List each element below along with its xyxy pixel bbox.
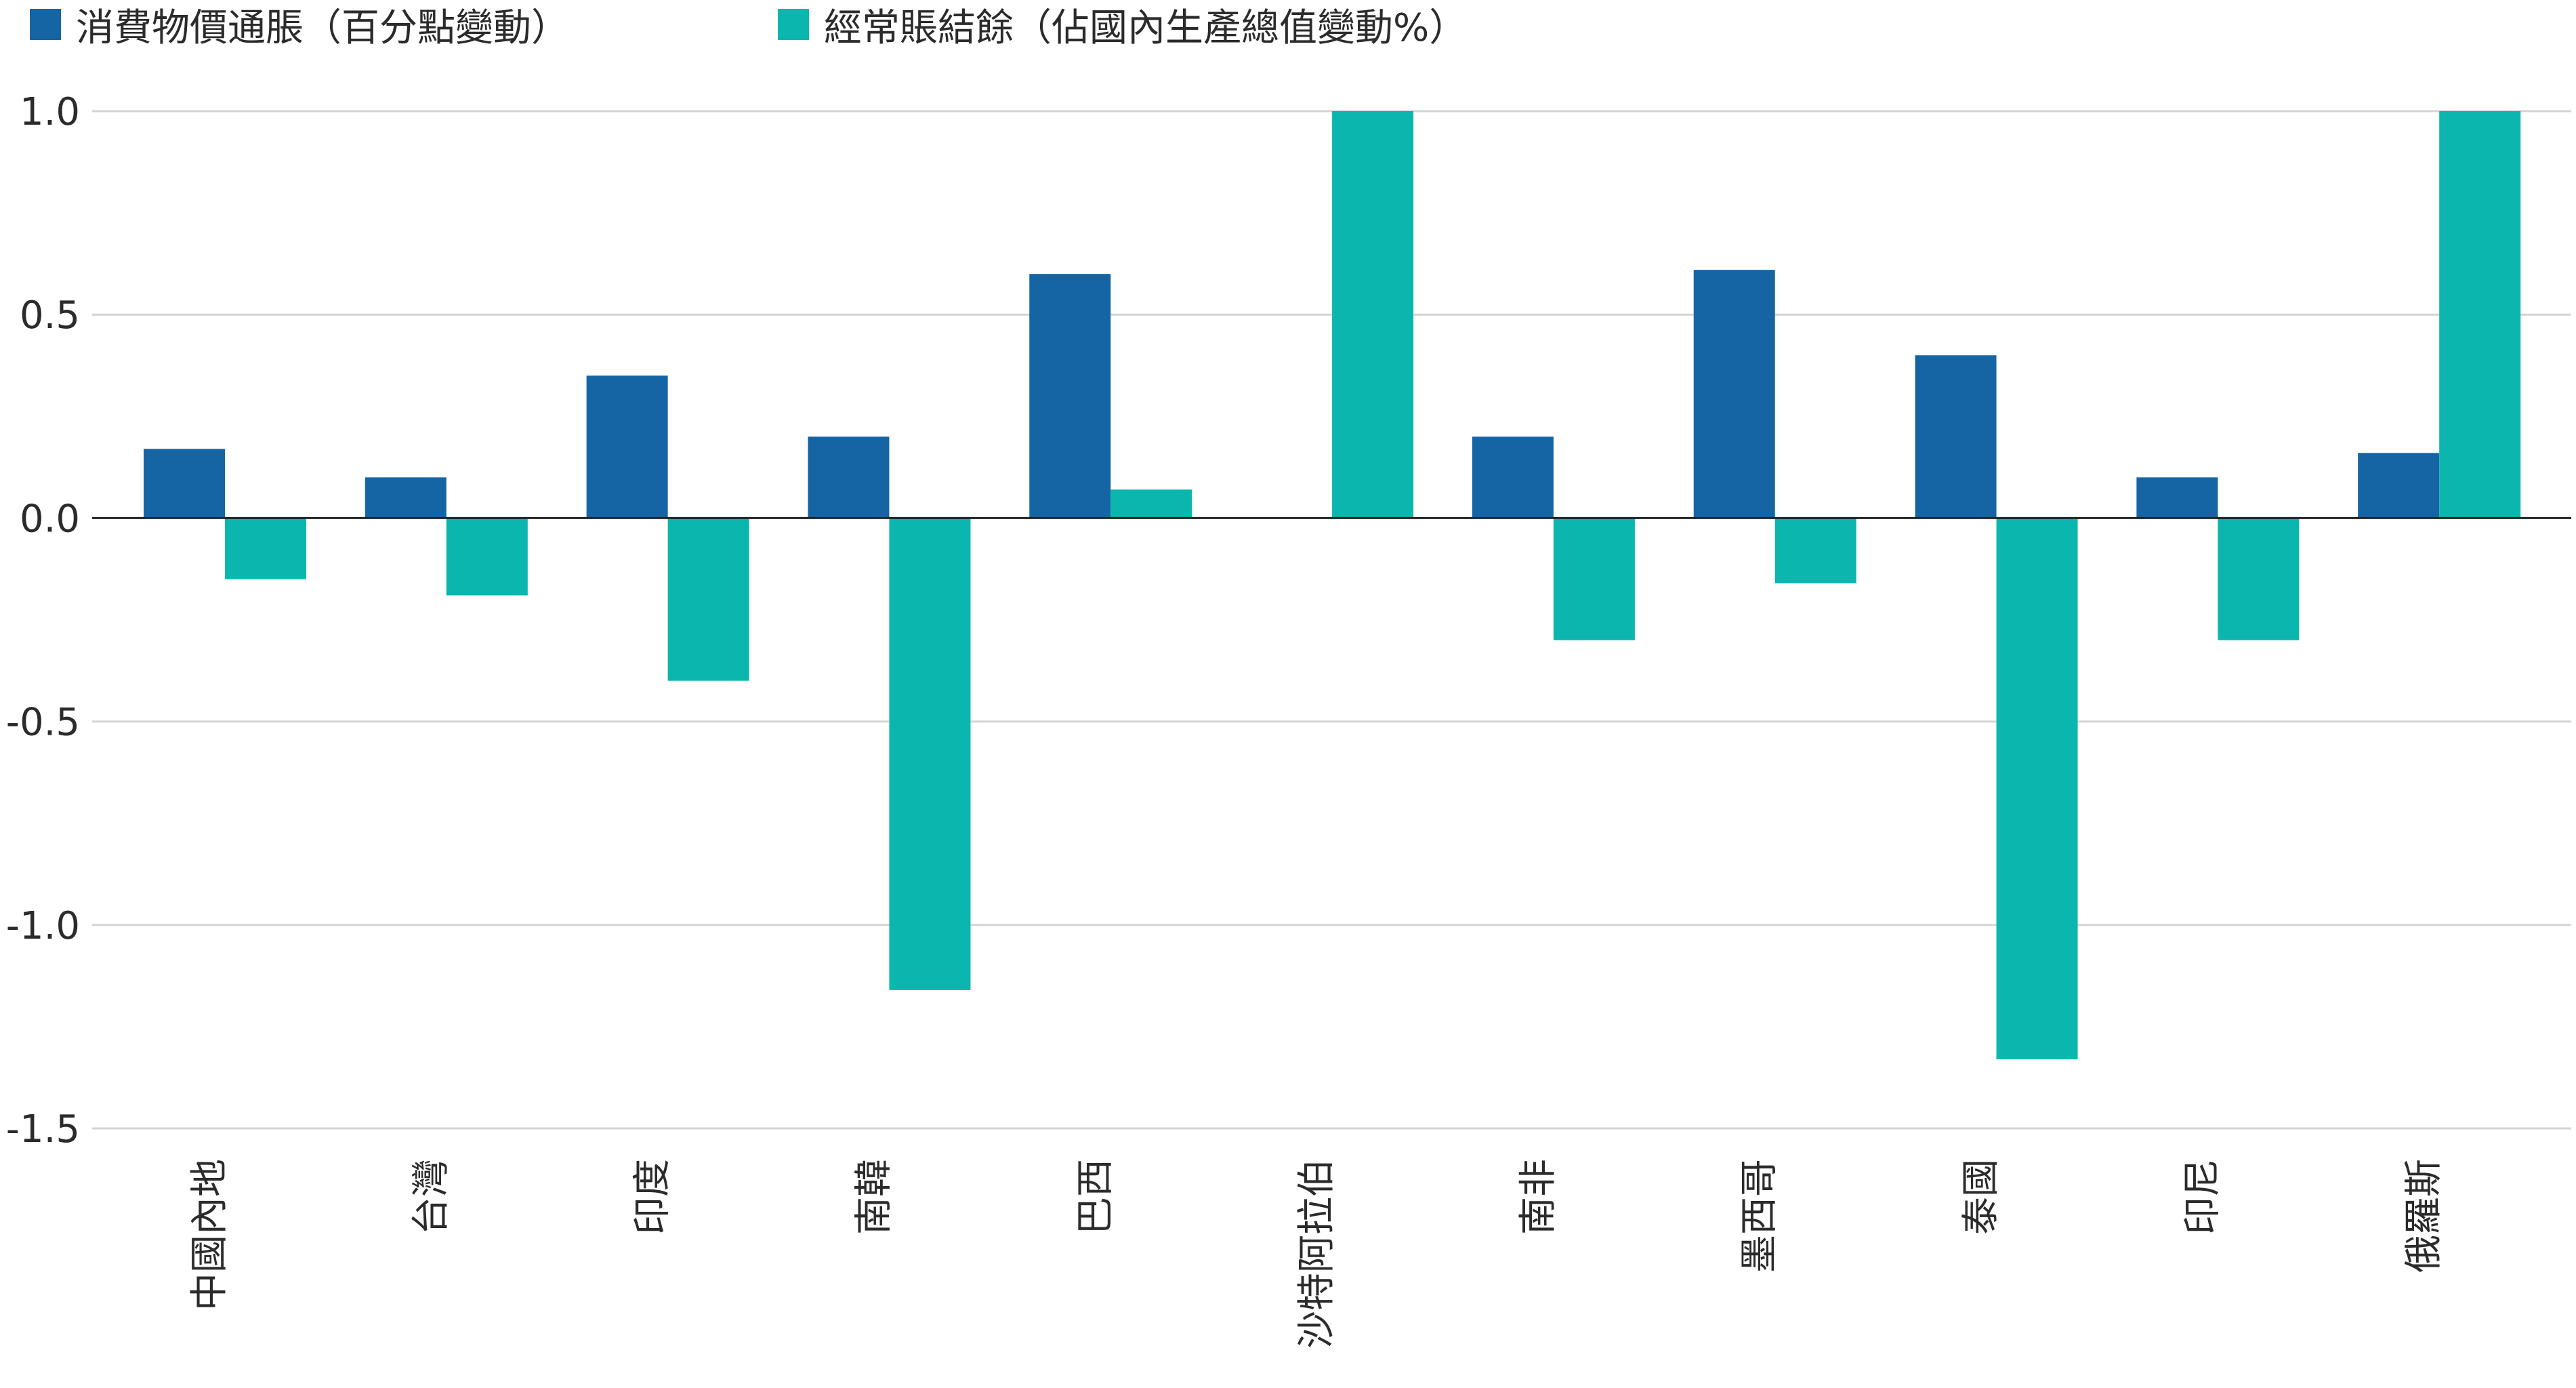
bar-current-account	[889, 518, 971, 990]
legend-item-cpi: 消費物價通脹（百分點變動）	[30, 4, 569, 50]
y-axis-tick-labels: 1.0 0.5 0.0 -0.5 -1.0 -1.5	[6, 90, 80, 1151]
x-category-label: 印度	[631, 1159, 675, 1235]
bar-cpi	[1029, 274, 1111, 518]
bar-cpi	[2358, 453, 2440, 518]
bar-cpi	[2136, 477, 2218, 518]
bar-current-account	[1332, 111, 1414, 518]
legend-label-current-account: 經常賬結餘（佔國內生產總值變動%）	[824, 5, 1468, 50]
legend-item-current-account: 經常賬結餘（佔國內生產總值變動%）	[778, 4, 1467, 50]
bars	[144, 111, 2521, 1059]
y-tick-label: -1.5	[6, 1107, 80, 1151]
legend-swatch-cpi	[30, 9, 61, 40]
bar-cpi	[808, 436, 890, 518]
legend-label-cpi: 消費物價通脹（百分點變動）	[76, 5, 569, 50]
x-category-label: 沙特阿拉伯	[1295, 1159, 1339, 1349]
bar-current-account	[225, 518, 306, 579]
bar-cpi	[586, 375, 668, 518]
bar-cpi	[1472, 436, 1554, 518]
x-axis-category-labels: 中國內地 台灣 印度 南韓 巴西 沙特阿拉伯 南非 墨西哥 泰國 印尼 俄羅斯	[188, 1159, 2446, 1349]
gridlines	[92, 110, 2571, 1130]
legend-swatch-current-account	[778, 9, 809, 40]
y-tick-label: -0.5	[6, 701, 80, 745]
x-category-label: 墨西哥	[1738, 1159, 1782, 1273]
bar-current-account	[1996, 518, 2078, 1059]
bar-current-account	[1774, 518, 1856, 584]
bar-current-account	[1110, 489, 1192, 518]
y-tick-label: 0.5	[20, 293, 80, 338]
x-category-label: 巴西	[1073, 1159, 1117, 1235]
y-tick-label: 1.0	[20, 90, 80, 134]
bar-current-account	[2439, 111, 2521, 518]
x-category-label: 南韓	[852, 1159, 896, 1235]
x-category-label: 台灣	[409, 1159, 453, 1235]
x-category-label: 泰國	[1959, 1159, 2003, 1235]
bar-current-account	[1553, 518, 1635, 640]
y-tick-label: 0.0	[20, 497, 80, 541]
bar-current-account	[2218, 518, 2300, 640]
bar-cpi	[1693, 270, 1775, 518]
bar-cpi	[1915, 355, 1997, 518]
x-category-label: 印尼	[2180, 1159, 2224, 1235]
bar-current-account	[667, 518, 749, 681]
y-tick-label: -1.0	[6, 904, 80, 948]
x-category-label: 南非	[1516, 1159, 1560, 1235]
bar-current-account	[446, 518, 528, 596]
bar-cpi	[365, 477, 446, 518]
x-category-label: 中國內地	[188, 1159, 232, 1311]
bar-cpi	[144, 449, 225, 518]
x-category-label: 俄羅斯	[2402, 1159, 2446, 1273]
